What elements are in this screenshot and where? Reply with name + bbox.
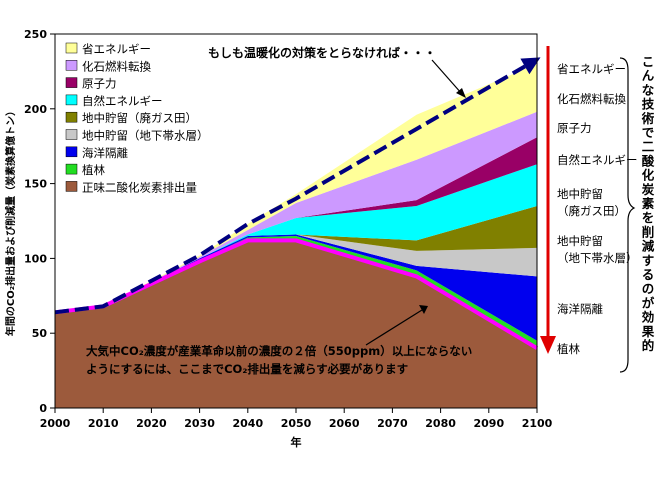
legend-swatch-7: [65, 163, 78, 175]
side-label-9: 植林: [557, 342, 580, 356]
bau-note-pointer: [431, 59, 463, 95]
legend-swatch-0: [65, 42, 78, 54]
legend-label-4: 地中貯留（廃ガス田）: [82, 111, 197, 125]
x-tick-label-5: 2050: [281, 417, 312, 430]
vertical-note-char-20: 的: [642, 338, 655, 353]
vertical-note-char-3: 技: [642, 97, 655, 112]
y-tick-label-2: 100: [24, 252, 47, 265]
vertical-note-char-11: を: [642, 210, 655, 225]
vertical-note-char-10: 素: [642, 196, 655, 211]
legend-swatch-8: [65, 181, 78, 192]
legend-label-3: 自然エネルギー: [82, 94, 163, 108]
y-tick-label-3: 150: [24, 178, 47, 191]
legend-label-7: 植林: [82, 163, 105, 177]
side-label-1: 化石燃料転換: [557, 92, 626, 106]
x-tick-label-2: 2020: [136, 417, 167, 430]
y-tick-label-4: 200: [24, 103, 47, 116]
area-series-0: [55, 240, 537, 408]
bau-note-text: もしも温暖化の対策をとらなければ・・・: [208, 45, 436, 60]
legend-swatch-3: [65, 94, 78, 106]
x-tick-label-8: 2080: [425, 417, 456, 430]
target-note-pointer: [365, 309, 423, 346]
vertical-note-char-0: こ: [642, 54, 655, 69]
x-tick-label-7: 2070: [377, 417, 408, 430]
vertical-note-char-18: 効: [642, 310, 655, 325]
bau-emission-line: [54, 63, 528, 315]
axes: 0 50 100 150 200 250 2000 2010 2020 2030 2040 2050 2…: [4, 28, 553, 449]
x-tick-label-9: 2090: [473, 417, 504, 430]
vertical-note-char-14: す: [642, 253, 655, 268]
vertical-note-char-12: 削: [642, 224, 655, 239]
vertical-note-char-16: の: [642, 281, 655, 296]
legend-label-0: 省エネルギー: [82, 42, 151, 56]
side-brace: [619, 57, 636, 373]
x-tick-label-10: 2100: [522, 417, 553, 430]
target-note-arrowhead: [419, 305, 428, 314]
legend-label-1: 化石燃料転換: [82, 59, 151, 73]
area-series-8: [55, 63, 537, 313]
legend-label-6: 海洋隔離: [82, 146, 128, 160]
side-label-6: 地中貯留: [557, 234, 603, 248]
x-axis-label: 年: [291, 435, 302, 449]
vertical-note-char-6: 二: [642, 139, 655, 154]
vertical-note-char-19: 果: [641, 324, 655, 339]
legend-swatch-1: [65, 60, 78, 71]
side-label-3: 自然エネルギー: [557, 153, 638, 167]
x-tick-label-6: 2060: [329, 417, 360, 430]
vertical-note-char-7: 酸: [642, 153, 655, 168]
vertical-note-char-13: 減: [642, 239, 655, 254]
y-tick-label-0: 0: [39, 402, 47, 415]
x-tick-label-0: 2000: [40, 417, 71, 430]
vertical-note-char-17: が: [642, 295, 655, 310]
side-label-4: 地中貯留: [557, 187, 603, 201]
legend-swatch-4: [65, 111, 78, 123]
area-series-7: [55, 111, 537, 313]
vertical-note-char-8: 化: [642, 168, 655, 183]
stacked-areas: [55, 34, 537, 408]
x-tick-label-1: 2010: [88, 417, 119, 430]
vertical-note-char-1: ん: [642, 68, 655, 83]
target-note-line1: 大気中CO₂濃度が産業革命以前の濃度の２倍（550ppm）以上にならない: [86, 344, 472, 358]
legend-swatch-5: [65, 129, 78, 140]
vertical-note-char-4: 術: [641, 111, 655, 126]
legend-swatch-6: [65, 146, 78, 158]
y-tick-label-5: 250: [24, 28, 47, 41]
legend-swatch-2: [65, 77, 78, 88]
side-label-2: 原子力: [557, 121, 592, 135]
legend-box: [62, 40, 190, 200]
vertical-note-char-2: な: [642, 82, 655, 97]
legend-label-2: 原子力: [82, 77, 117, 91]
bau-note-arrowhead: [456, 88, 466, 98]
x-tick-label-3: 2030: [184, 417, 215, 430]
side-label-0: 省エネルギー: [557, 62, 626, 76]
legend-label-5: 地中貯留（地下帯水層）: [82, 129, 209, 143]
side-label-8: 海洋隔離: [557, 302, 603, 316]
reduction-arrow-head: [540, 336, 556, 354]
vertical-note-char-15: る: [642, 267, 655, 282]
vertical-note-char-9: 炭: [642, 182, 655, 197]
area-series-3: [55, 234, 537, 313]
target-note-line2: ようにするには、ここまでCO₂排出量を減らす必要があります: [86, 362, 408, 376]
x-tick-label-4: 2040: [232, 417, 263, 430]
trend-lines: [54, 57, 541, 350]
y-axis-label: 年間のCO₂排出量および削減量（炭素換算億トン）: [4, 106, 17, 336]
legend-label-8: 正味二酸化炭素排出量: [82, 180, 197, 194]
y-tick-label-1: 50: [32, 327, 48, 340]
vertical-note-char-5: で: [642, 125, 655, 140]
side-label-5: （廃ガス田）: [557, 204, 626, 218]
bau-arrow-head: [520, 57, 541, 75]
side-label-7: （地下帯水層）: [557, 251, 638, 265]
annotations: もしも温暖化の対策をとらなければ・・・大気中CO₂濃度が産業革命以前の濃度の２倍…: [86, 45, 472, 376]
